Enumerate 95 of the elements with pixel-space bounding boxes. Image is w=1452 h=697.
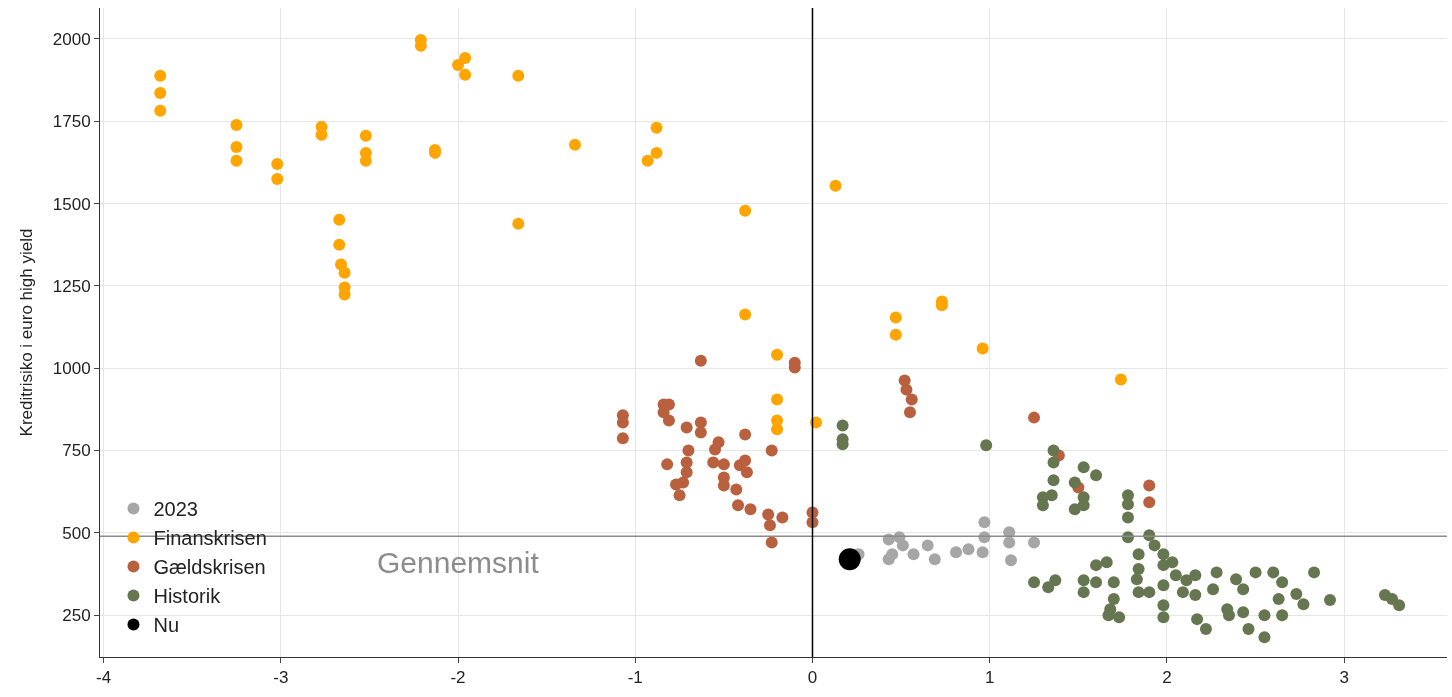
point [882,553,895,566]
point [359,129,372,142]
y-tick-label: 500 [62,523,91,543]
legend-label: Nu [153,614,180,637]
point [1143,479,1156,492]
y-tick-label: 250 [62,606,91,626]
point [682,444,695,457]
x-tick-label: 2 [1162,668,1172,688]
point [230,140,243,153]
legend-label: Finanskrisen [153,527,267,550]
point [1003,536,1016,549]
x-tick-label: 0 [807,668,818,688]
point [762,508,775,521]
point [976,546,989,559]
point [889,311,902,324]
point [709,443,722,456]
point [1143,496,1156,509]
x-tick-label: -3 [273,668,289,688]
point [765,444,778,457]
point [694,354,707,367]
point [1028,536,1041,549]
point [739,428,752,441]
point [717,458,730,471]
point [154,104,167,117]
point [978,516,991,529]
point [740,466,753,479]
point [765,536,778,549]
x-tick-label: 3 [1339,668,1349,688]
y-axis-title: Kreditrisiko i euro high yield [17,228,37,437]
point [962,543,975,556]
point [739,204,752,217]
point [271,172,284,185]
point [838,548,861,571]
point [333,238,346,251]
point [459,52,472,65]
point [694,426,707,439]
point [771,348,784,361]
point [154,86,167,99]
point [907,548,920,561]
point [338,266,351,279]
y-tick-label: 1250 [52,276,91,296]
point [976,342,989,355]
point [650,146,663,159]
point [903,406,916,419]
point [673,489,686,502]
point [616,432,629,445]
x-tick-label: -4 [95,668,112,688]
point [569,138,581,151]
legend-label: Gældskrisen [153,556,266,579]
y-tick-label: 2000 [52,29,91,49]
x-tick-label: 1 [985,668,995,688]
point [776,511,789,524]
point [900,383,913,396]
point [905,393,918,406]
point [459,68,472,81]
point [730,483,743,496]
point [661,458,674,471]
point [707,456,720,469]
point [230,154,243,167]
point [230,118,243,131]
point [829,179,842,192]
point [732,499,745,512]
point [921,539,934,552]
point [733,459,746,472]
point [896,539,909,552]
point [680,421,693,434]
y-tick-label: 1000 [52,359,91,379]
y-tick-label: 750 [62,441,91,461]
point [154,69,167,82]
legend-label: Historik [153,585,222,608]
point [1028,411,1041,424]
point [271,158,284,171]
point [452,58,465,71]
x-tick-label: -1 [627,668,643,688]
y-tick-label: 1500 [52,194,91,214]
point [680,466,693,479]
point [744,503,757,516]
point [512,69,525,82]
y-tick-label: 1750 [52,112,91,132]
point [333,213,346,226]
point [889,328,902,341]
point [739,308,752,321]
point [650,121,663,134]
point [662,414,675,427]
point [950,546,963,559]
point [512,217,525,230]
ref-line-label: Gennemsnit [377,546,540,579]
point [1005,554,1017,567]
point [771,393,784,406]
legend-label: 2023 [153,498,198,521]
x-tick-label: -2 [450,668,466,688]
point [1114,373,1127,386]
point [763,519,776,532]
point [641,154,654,167]
point [928,553,941,566]
